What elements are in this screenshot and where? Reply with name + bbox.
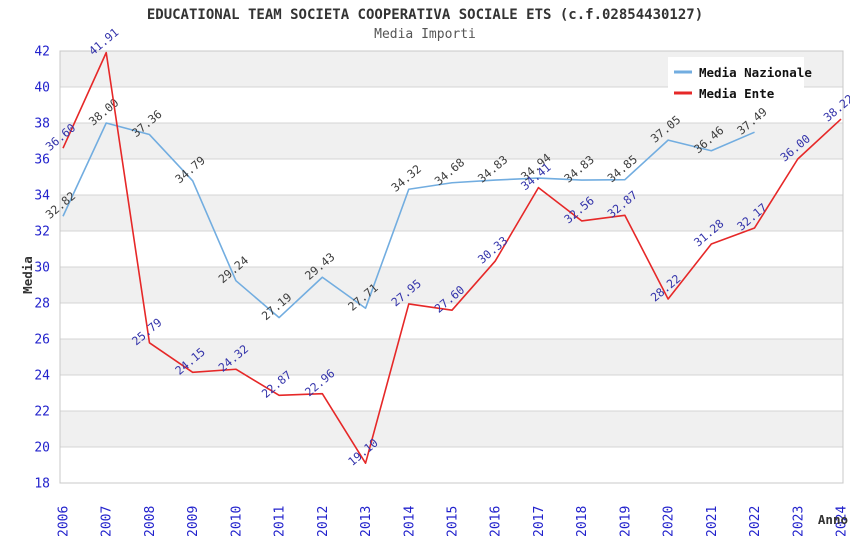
x-tick-label: 2007 (100, 506, 115, 537)
chart-subtitle: Media Importi (374, 27, 476, 42)
series-line-media-ente (62, 51, 842, 465)
y-tick-label: 38 (34, 117, 50, 132)
plot-border (59, 50, 844, 484)
y-axis-title: Media (20, 256, 35, 294)
y-tick-label: 30 (34, 261, 50, 276)
y-tick-label: 20 (34, 441, 50, 456)
legend-background (668, 57, 804, 104)
legend-label-media-ente: Media Ente (699, 86, 775, 101)
data-label-media-ente: 30.33 (475, 233, 511, 266)
y-tick-label: 26 (34, 333, 50, 348)
y-tick-label: 22 (34, 405, 50, 420)
x-axis-title: Anno (818, 512, 848, 527)
x-tick-label: 2013 (359, 506, 374, 537)
x-tick-label: 2020 (662, 506, 677, 537)
x-tick-label: 2015 (446, 506, 461, 537)
series-line-media-nazionale (62, 122, 755, 319)
x-tick-label: 2019 (618, 506, 633, 537)
x-tick-label: 2006 (57, 506, 72, 537)
plot-band (60, 411, 843, 447)
x-tick-label: 2012 (316, 506, 331, 537)
plot-band (60, 123, 843, 159)
x-tick-label: 2024 (835, 506, 850, 537)
x-tick-label: 2014 (402, 506, 417, 537)
legend: Media Nazionale Media Ente (668, 57, 812, 104)
legend-label-media-nazionale: Media Nazionale (699, 65, 812, 80)
x-tick-label: 2018 (575, 506, 590, 537)
x-tick-label: 2021 (705, 506, 720, 537)
y-tick-label: 24 (34, 369, 50, 384)
data-label-media-ente: 38.22 (821, 91, 850, 124)
x-tick-label: 2008 (143, 506, 158, 537)
x-tick-label: 2023 (791, 506, 806, 537)
x-tick-label: 2022 (748, 506, 763, 537)
x-tick-label: 2011 (273, 506, 288, 537)
x-tick-label: 2016 (489, 506, 504, 537)
y-tick-label: 34 (34, 189, 50, 204)
chart-title: EDUCATIONAL TEAM SOCIETA COOPERATIVA SOC… (147, 7, 703, 23)
plot-band (60, 195, 843, 231)
x-tick-label: 2017 (532, 506, 547, 537)
y-tick-label: 18 (34, 477, 50, 492)
plot-band (60, 339, 843, 375)
x-tick-label: 2010 (229, 506, 244, 537)
x-tick-label: 2009 (186, 506, 201, 537)
plot-band (60, 267, 843, 303)
data-label-media-nazionale: 34.32 (388, 162, 424, 195)
y-tick-label: 32 (34, 225, 50, 240)
y-tick-label: 42 (34, 45, 50, 60)
y-tick-label: 28 (34, 297, 50, 312)
y-tick-label: 40 (34, 81, 50, 96)
y-tick-label: 36 (34, 153, 50, 168)
